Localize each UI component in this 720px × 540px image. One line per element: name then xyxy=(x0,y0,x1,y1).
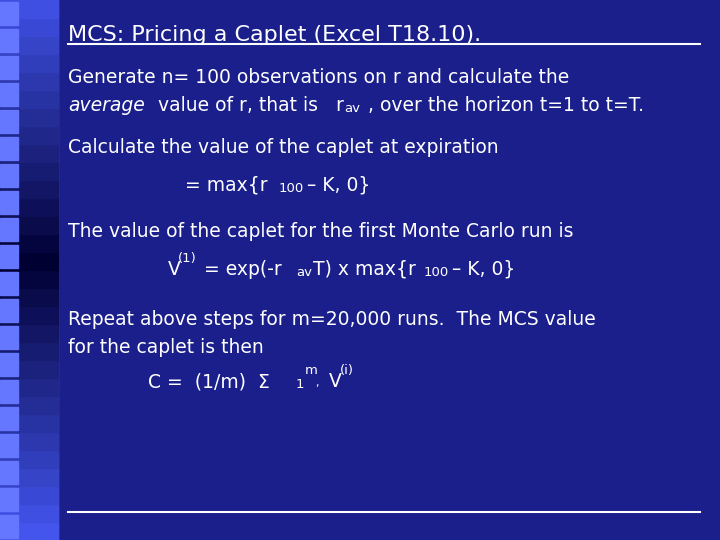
Bar xyxy=(0,216,58,234)
Text: (i): (i) xyxy=(340,364,354,377)
Text: average: average xyxy=(68,96,145,115)
Text: , over the horizon t=1 to t=T.: , over the horizon t=1 to t=T. xyxy=(362,96,644,115)
Bar xyxy=(0,272,18,295)
Text: for the caplet is then: for the caplet is then xyxy=(68,338,264,357)
Text: Calculate the value of the caplet at expiration: Calculate the value of the caplet at exp… xyxy=(68,138,499,157)
Bar xyxy=(0,108,58,126)
Bar xyxy=(0,56,18,79)
Bar xyxy=(0,0,58,540)
Text: – K, 0}: – K, 0} xyxy=(446,260,516,279)
Bar xyxy=(0,450,58,468)
Bar xyxy=(0,324,58,342)
Bar xyxy=(0,360,58,378)
Bar xyxy=(0,380,18,403)
Bar xyxy=(0,306,58,324)
Text: T) x max{r: T) x max{r xyxy=(313,260,416,279)
Bar xyxy=(0,515,18,538)
Bar xyxy=(0,342,58,360)
Text: = exp(-r: = exp(-r xyxy=(198,260,282,279)
Bar xyxy=(0,218,18,241)
Bar xyxy=(0,299,18,322)
Bar xyxy=(0,2,18,25)
Bar xyxy=(0,54,58,72)
Bar xyxy=(0,198,58,216)
Bar xyxy=(0,234,58,252)
Bar xyxy=(0,90,58,108)
Bar xyxy=(0,407,18,430)
Bar xyxy=(0,396,58,414)
Text: value of r, that is: value of r, that is xyxy=(152,96,330,115)
Bar xyxy=(0,110,18,133)
Text: 100: 100 xyxy=(279,182,305,195)
Text: 1: 1 xyxy=(296,378,305,391)
Text: ,: , xyxy=(315,378,318,388)
Text: MCS: Pricing a Caplet (Excel T18.10).: MCS: Pricing a Caplet (Excel T18.10). xyxy=(68,25,481,45)
Text: av: av xyxy=(344,102,360,115)
Bar xyxy=(0,504,58,522)
Text: C =  (1/m)  Σ: C = (1/m) Σ xyxy=(148,372,270,391)
Text: The value of the caplet for the first Monte Carlo run is: The value of the caplet for the first Mo… xyxy=(68,222,574,241)
Bar xyxy=(0,72,58,90)
Bar xyxy=(0,126,58,144)
Bar xyxy=(0,0,58,18)
Bar xyxy=(0,245,18,268)
Text: r: r xyxy=(335,96,343,115)
Bar xyxy=(0,18,58,36)
Bar xyxy=(0,164,18,187)
Bar xyxy=(0,180,58,198)
Bar xyxy=(0,461,18,484)
Text: Repeat above steps for m=20,000 runs.  The MCS value: Repeat above steps for m=20,000 runs. Th… xyxy=(68,310,595,329)
Bar xyxy=(0,191,18,214)
Bar xyxy=(0,432,58,450)
Text: (1): (1) xyxy=(178,252,197,265)
Bar xyxy=(0,29,18,52)
Text: V: V xyxy=(168,260,181,279)
Bar xyxy=(0,326,18,349)
Bar xyxy=(0,468,58,486)
Text: – K, 0}: – K, 0} xyxy=(301,176,370,195)
Bar xyxy=(0,486,58,504)
Bar xyxy=(0,353,18,376)
Bar xyxy=(0,83,18,106)
Bar xyxy=(0,270,58,288)
Bar xyxy=(0,252,58,270)
Text: = max{r: = max{r xyxy=(185,176,268,195)
Text: av: av xyxy=(296,266,312,279)
Bar xyxy=(0,488,18,511)
Bar xyxy=(0,144,58,162)
Bar xyxy=(0,414,58,432)
Bar xyxy=(0,36,58,54)
Bar xyxy=(0,434,18,457)
Bar xyxy=(0,137,18,160)
Text: V: V xyxy=(323,372,342,391)
Bar xyxy=(0,162,58,180)
Text: m: m xyxy=(305,364,318,377)
Bar xyxy=(0,288,58,306)
Bar xyxy=(0,522,58,540)
Text: 100: 100 xyxy=(424,266,449,279)
Bar xyxy=(0,378,58,396)
Text: Generate n= 100 observations on r and calculate the: Generate n= 100 observations on r and ca… xyxy=(68,68,570,87)
